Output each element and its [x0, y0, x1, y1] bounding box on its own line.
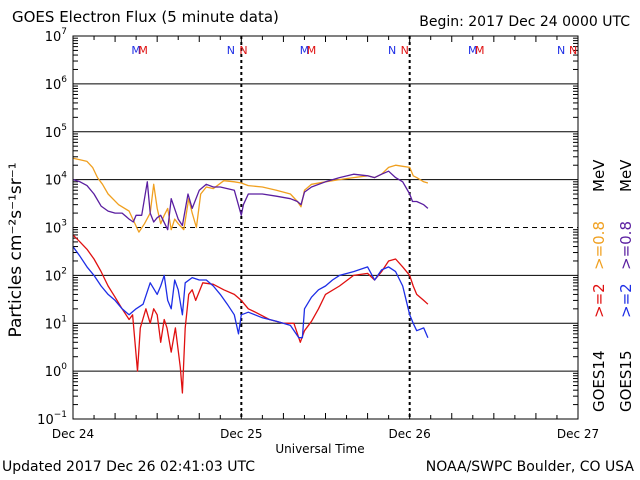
series-line-goes15_2	[72, 246, 429, 339]
legend-unit-2: MeV	[590, 159, 608, 192]
legend-goes15-2mev: >=2	[617, 283, 635, 318]
begin-date: Begin: 2017 Dec 24 0000 UTC	[419, 14, 630, 30]
midnight-noon-marker: N	[388, 44, 396, 57]
x-tick-label: Dec 26	[389, 427, 431, 441]
x-tick-label: Dec 25	[220, 427, 262, 441]
legend-goes14-2mev: >=2	[590, 283, 608, 318]
y-tick-label: 105	[45, 123, 67, 141]
y-tick-label: 10−1	[37, 410, 67, 428]
legend-goes15-08mev: >=0.8	[617, 221, 635, 270]
midnight-noon-marker: N	[227, 44, 235, 57]
updated-timestamp: Updated 2017 Dec 26 02:41:03 UTC	[2, 459, 256, 475]
legend-goes15: GOES15	[617, 350, 635, 412]
y-tick-label: 104	[45, 171, 68, 189]
midnight-noon-marker: M	[468, 44, 478, 57]
x-tick-label: Dec 24	[52, 427, 94, 441]
y-tick-label: 107	[45, 27, 67, 45]
series-line-goes15_08	[72, 170, 429, 231]
chart-title: GOES Electron Flux (5 minute data)	[12, 8, 279, 26]
midnight-noon-marker: N	[401, 44, 409, 57]
legend-unit-1: MeV	[617, 159, 635, 192]
y-tick-label: 103	[45, 219, 67, 237]
series-line-goes14_08	[72, 157, 429, 233]
y-tick-label: 106	[45, 75, 68, 93]
midnight-noon-marker: M	[307, 44, 317, 57]
y-tick-label: 101	[45, 314, 67, 332]
y-tick-label: 100	[45, 362, 68, 380]
y-tick-label: 102	[45, 266, 67, 284]
credit: NOAA/SWPC Boulder, CO USA	[425, 459, 634, 475]
midnight-noon-marker: M	[138, 44, 148, 57]
legend-goes14: GOES14	[590, 350, 608, 412]
plot-frame	[72, 35, 579, 420]
midnight-noon-marker: N	[239, 44, 247, 57]
legend-goes14-08mev: >=0.8	[590, 221, 608, 270]
midnight-noon-marker: M	[300, 44, 310, 57]
x-tick-label: Dec 27	[557, 427, 599, 441]
midnight-noon-marker: M	[131, 44, 141, 57]
midnight-noon-marker: M	[475, 44, 485, 57]
midnight-noon-marker: N	[569, 44, 577, 57]
x-axis-label: Universal Time	[275, 442, 365, 456]
series-line-goes14_2	[72, 234, 429, 394]
midnight-noon-marker: N	[557, 44, 565, 57]
